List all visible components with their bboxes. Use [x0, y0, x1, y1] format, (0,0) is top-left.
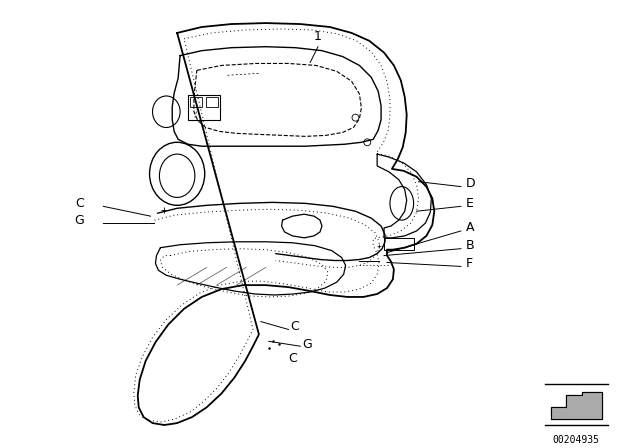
Text: C: C	[289, 352, 297, 365]
Text: F: F	[466, 257, 473, 270]
Text: D: D	[466, 177, 476, 190]
Text: B: B	[466, 239, 474, 252]
Bar	[384, 238, 413, 250]
Text: G: G	[302, 338, 312, 351]
Polygon shape	[550, 392, 602, 419]
Text: G: G	[74, 214, 84, 227]
Text: C: C	[75, 197, 84, 210]
Text: 1: 1	[314, 30, 322, 43]
Text: A: A	[466, 221, 474, 234]
Bar	[188, 95, 220, 120]
Text: 00204935: 00204935	[553, 435, 600, 445]
Text: E: E	[466, 197, 474, 210]
Bar	[205, 97, 218, 107]
Text: C: C	[291, 320, 299, 333]
Bar	[190, 97, 202, 107]
